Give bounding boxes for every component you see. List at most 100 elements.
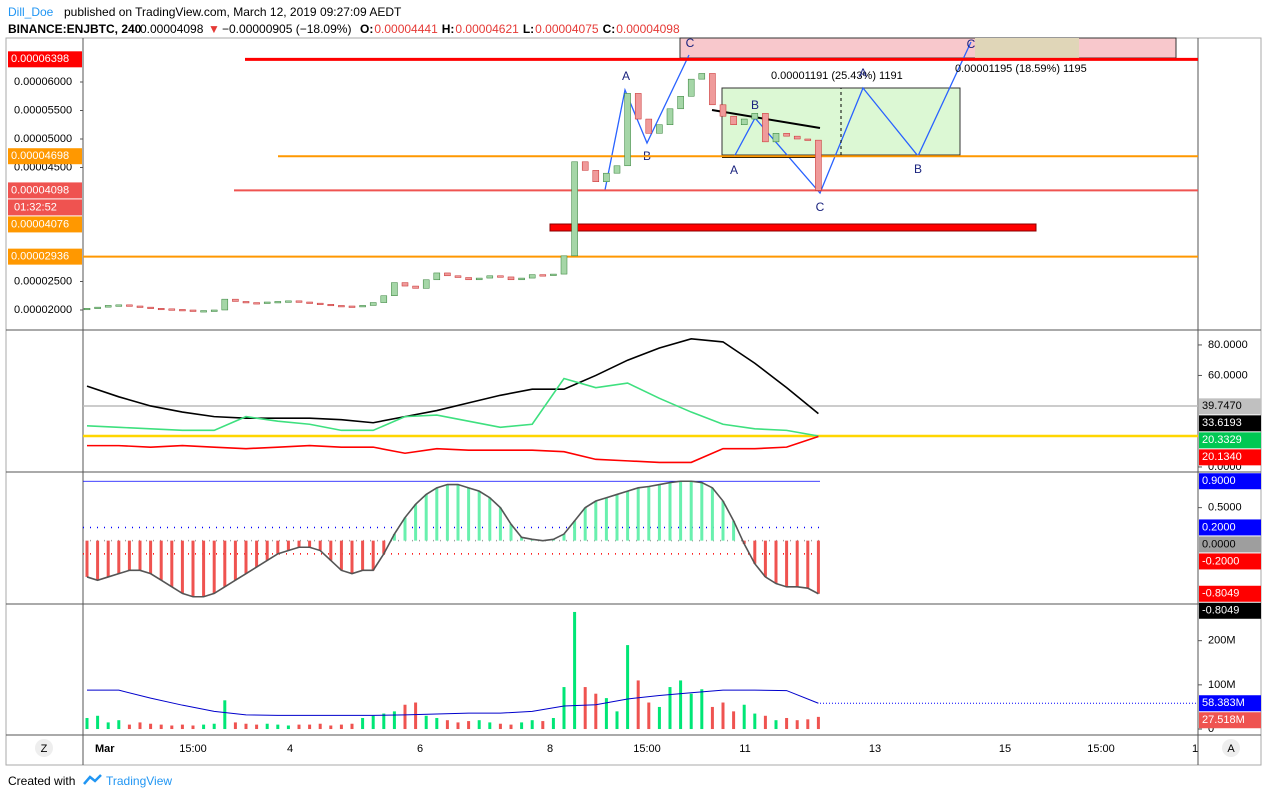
osc-bar — [233, 540, 237, 581]
osc-bar — [318, 540, 322, 551]
volume-bar — [488, 722, 492, 730]
volume-bar — [191, 725, 195, 730]
logo — [83, 774, 102, 785]
osc-bar — [774, 540, 778, 584]
price-tag-label: 0.0000 — [1202, 538, 1236, 550]
price-tag-label: 0.00004098 — [11, 184, 69, 196]
a-button-label[interactable]: A — [1227, 743, 1235, 755]
candle — [126, 304, 133, 307]
candle — [232, 298, 239, 302]
osc-bar — [276, 540, 280, 554]
volume-bar — [233, 722, 237, 730]
candle — [115, 304, 123, 307]
price-tag — [1199, 432, 1261, 449]
price-tag-label: 0.9000 — [1202, 475, 1236, 487]
z-button[interactable] — [35, 739, 53, 757]
y-tick-label: 100M — [1208, 679, 1236, 691]
osc-bar — [700, 482, 704, 541]
volume-bar — [520, 722, 524, 730]
volume-bar — [774, 720, 778, 730]
y-tick-label: 200M — [1208, 635, 1236, 647]
volume-bar — [202, 724, 206, 730]
candle — [422, 279, 430, 289]
volume-bar — [785, 717, 789, 730]
osc-bar — [180, 540, 184, 594]
osc-bar — [191, 540, 195, 597]
osc-bar — [96, 540, 100, 581]
osc-bar — [604, 497, 608, 541]
candle — [740, 118, 748, 125]
osc-bar — [806, 540, 810, 589]
volume-bar — [530, 720, 534, 730]
volume-bar — [721, 702, 725, 730]
candle — [316, 302, 324, 305]
pattern-label: B — [914, 162, 922, 176]
x-tick-label: 1 — [1192, 743, 1198, 755]
osc-bar — [308, 540, 312, 548]
osc-bar — [403, 517, 407, 541]
candle — [730, 115, 737, 125]
osc-bar — [265, 540, 269, 561]
candle — [359, 305, 366, 308]
volume-ma — [87, 689, 819, 716]
volume-bar — [456, 722, 460, 730]
price-tag — [1199, 585, 1261, 602]
footer-brand[interactable]: TradingView — [106, 774, 172, 788]
support-zone — [549, 223, 1037, 232]
y-tick-label: 0.00002500 — [14, 275, 72, 287]
volume-bar — [329, 725, 333, 730]
volume-bar — [763, 715, 767, 730]
candle — [285, 300, 292, 303]
candle — [263, 301, 271, 304]
pattern-label: C — [967, 37, 976, 51]
candle — [380, 295, 388, 303]
osc-bar — [297, 540, 301, 548]
y-tick-label: 0.00006000 — [14, 76, 72, 88]
volume-bar — [318, 723, 322, 730]
candle — [677, 96, 684, 110]
candle — [200, 310, 207, 313]
ohlc-value: 0.00004098 — [616, 22, 680, 36]
candle — [253, 302, 260, 305]
volume-bar — [806, 719, 810, 730]
price-tag-label: 0.2000 — [1202, 521, 1236, 533]
published: published on TradingView.com, March 12, … — [64, 5, 402, 19]
price-tag — [8, 248, 82, 265]
osc-bar — [795, 540, 799, 587]
price-tag-label: 33.6193 — [1202, 417, 1242, 429]
a-button[interactable] — [1222, 739, 1240, 757]
candle — [624, 93, 631, 167]
osc-bar — [329, 540, 333, 561]
volume-bar — [361, 717, 365, 730]
candle — [698, 73, 706, 80]
price-tag — [1199, 398, 1261, 415]
pattern-label: A — [622, 69, 630, 83]
author[interactable]: Dill_Doe — [8, 5, 54, 19]
volume-bar — [615, 711, 619, 730]
volume-bar — [657, 706, 661, 730]
candle — [656, 124, 663, 134]
price-tag-label: 27.518M — [1202, 714, 1245, 726]
y-tick-label: 0.00004500 — [14, 161, 72, 173]
volume-bar — [551, 717, 555, 730]
osc-bar — [721, 501, 725, 541]
candle — [444, 272, 451, 277]
volume-bar — [498, 723, 502, 730]
osc-bar — [785, 540, 789, 587]
osc-bar — [710, 487, 714, 541]
price-tag-label: 20.3329 — [1202, 434, 1242, 446]
y-tick-label: 60.0000 — [1208, 369, 1248, 381]
volume-bar — [286, 725, 290, 730]
volume-bar — [371, 715, 375, 730]
price-tag-label: 0.00006398 — [11, 53, 69, 65]
osc-bar — [626, 491, 630, 541]
volume-bar — [159, 724, 163, 730]
osc-bar — [594, 501, 598, 541]
x-tick-label: 15 — [999, 743, 1011, 755]
price-tag — [1199, 536, 1261, 553]
candle — [719, 104, 727, 117]
z-button-label[interactable]: Z — [41, 743, 48, 755]
candle — [560, 255, 568, 275]
osc-bar — [244, 540, 248, 574]
pattern-label: C — [816, 200, 825, 214]
